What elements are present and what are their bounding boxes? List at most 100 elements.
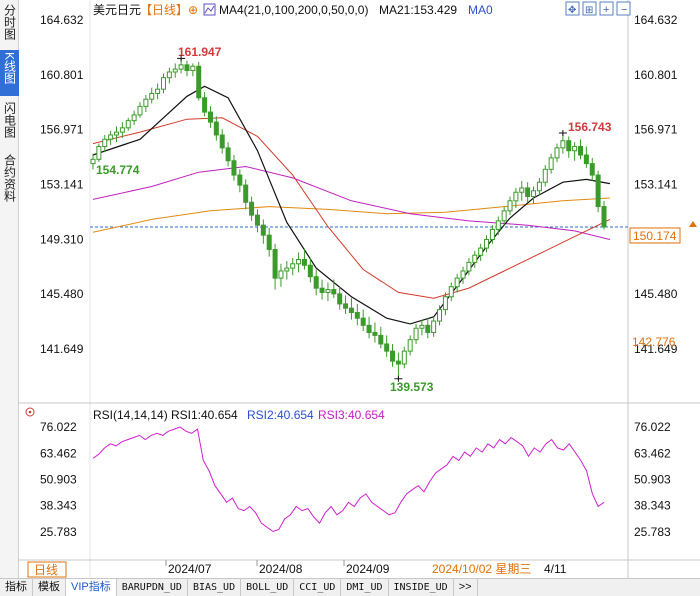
period-badge[interactable] bbox=[27, 561, 67, 578]
rail-tab-timeshare[interactable]: 分时图 bbox=[0, 2, 19, 46]
candle-body bbox=[595, 174, 601, 208]
rail-tab-label: 闪电图 bbox=[2, 102, 17, 138]
candle-body bbox=[90, 158, 96, 165]
candle-body bbox=[108, 134, 114, 140]
candle-body bbox=[284, 267, 290, 272]
candle-body bbox=[466, 261, 472, 272]
candle bbox=[583, 146, 589, 168]
candle bbox=[290, 258, 296, 276]
candle bbox=[437, 305, 443, 326]
bottom-tab-bias-ud[interactable]: BIAS_UD bbox=[188, 579, 242, 596]
candle-body bbox=[155, 88, 161, 94]
candle bbox=[278, 263, 284, 287]
candle bbox=[407, 335, 413, 356]
rail-tab-kline[interactable]: K线图 bbox=[0, 50, 19, 96]
svg-text:+: + bbox=[603, 4, 609, 16]
chart-canvas[interactable]: 美元日元 【日线】 ⊕ MA4(21,0,100,200,0,50,0,0) M… bbox=[0, 0, 700, 578]
candle-body bbox=[460, 270, 466, 279]
zoom-out-icon[interactable]: − bbox=[616, 1, 631, 16]
add-indicator-icon[interactable]: ⊕ bbox=[188, 3, 198, 17]
candle-body bbox=[513, 191, 519, 202]
bottom-tab-boll-ud[interactable]: BOLL_UD bbox=[241, 579, 295, 596]
rsi2-value: RSI2:40.654 bbox=[247, 408, 314, 422]
candle-body bbox=[113, 131, 119, 136]
candle bbox=[102, 134, 108, 153]
bottom-tab-cci-ud[interactable]: CCI_UD bbox=[294, 579, 342, 596]
bottom-tab-dmi-ud[interactable]: DMI_UD bbox=[341, 579, 389, 596]
zoom-in-icon[interactable]: + bbox=[599, 1, 614, 16]
candle-body bbox=[301, 259, 307, 266]
bottom-tab-indicators[interactable]: 指标 bbox=[0, 579, 33, 596]
candle bbox=[296, 252, 302, 273]
candle bbox=[536, 177, 542, 196]
symbol-title: 美元日元 bbox=[93, 3, 141, 17]
candle bbox=[419, 319, 425, 336]
candle-body bbox=[495, 220, 501, 230]
candle-body bbox=[372, 332, 378, 336]
period-label[interactable]: 【日线】 bbox=[140, 3, 188, 17]
candle bbox=[160, 73, 166, 94]
period-badge-label: 日线 bbox=[34, 563, 58, 577]
candle-body bbox=[166, 71, 172, 79]
rail-tab-flash[interactable]: 闪电图 bbox=[0, 100, 19, 146]
candle bbox=[413, 323, 419, 344]
fit-icon[interactable]: ⊞ bbox=[582, 1, 597, 16]
candle-body bbox=[454, 277, 460, 288]
candle bbox=[284, 260, 290, 280]
candle bbox=[589, 157, 595, 181]
candle-body bbox=[213, 121, 219, 136]
candle bbox=[348, 298, 354, 320]
candle-body bbox=[196, 65, 202, 99]
candle bbox=[125, 117, 131, 131]
ma-settings-icon[interactable] bbox=[203, 3, 216, 16]
rsi-settings-icon[interactable] bbox=[25, 407, 35, 417]
ma21-value: MA21:153.429 bbox=[379, 3, 457, 17]
candle bbox=[184, 60, 190, 77]
move-icon[interactable]: ✥ bbox=[565, 1, 580, 16]
svg-text:⊞: ⊞ bbox=[585, 5, 593, 16]
candle-body bbox=[337, 293, 343, 305]
candle bbox=[331, 279, 337, 299]
candle-body bbox=[272, 248, 278, 279]
rsi-label-left: 38.343 bbox=[40, 499, 77, 513]
more-tabs-button[interactable]: >> bbox=[454, 579, 478, 596]
candle-body bbox=[266, 234, 272, 250]
start-annotation: 154.774 bbox=[96, 163, 140, 177]
high-annotation-right: 156.743 bbox=[568, 120, 612, 134]
rail-tab-contract[interactable]: 合约资料 bbox=[0, 152, 19, 214]
candle bbox=[272, 243, 278, 290]
candle-body bbox=[472, 254, 478, 263]
rsi-label: RSI(14,14,14) bbox=[93, 408, 168, 422]
candle bbox=[155, 83, 161, 100]
candle bbox=[601, 200, 607, 230]
ma-purple-line bbox=[92, 165, 611, 240]
candle-body bbox=[96, 145, 102, 160]
candle-body bbox=[119, 127, 125, 133]
candle bbox=[501, 206, 507, 226]
candle bbox=[507, 196, 513, 216]
candle bbox=[325, 282, 331, 302]
candle bbox=[313, 269, 319, 296]
candle-body bbox=[501, 210, 507, 222]
ma-black-line bbox=[92, 85, 611, 325]
candle bbox=[301, 249, 307, 270]
bottom-tab-barupdn-ud[interactable]: BARUPDN_UD bbox=[117, 579, 188, 596]
price-label-left: 164.632 bbox=[40, 13, 84, 27]
candle bbox=[378, 326, 384, 349]
cursor-date: 2024/10/02 星期三 bbox=[432, 562, 531, 576]
candle bbox=[431, 316, 437, 337]
candle-body bbox=[489, 228, 495, 240]
candle bbox=[213, 116, 219, 141]
bottom-tab-inside-ud[interactable]: INSIDE_UD bbox=[389, 579, 454, 596]
bottom-tab-vip[interactable]: VIP指标 bbox=[66, 579, 117, 596]
candle bbox=[572, 142, 578, 161]
bottom-tab-templates[interactable]: 模板 bbox=[33, 579, 66, 596]
candle bbox=[531, 186, 537, 204]
candle-body bbox=[172, 68, 178, 73]
alert-marker-icon[interactable] bbox=[689, 221, 697, 227]
candle bbox=[513, 187, 519, 208]
price-label-left: 156.971 bbox=[40, 123, 84, 137]
rsi1-value: RSI1:40.654 bbox=[171, 408, 238, 422]
ma-orange-line bbox=[92, 197, 610, 233]
rsi3-value: RSI3:40.654 bbox=[318, 408, 385, 422]
